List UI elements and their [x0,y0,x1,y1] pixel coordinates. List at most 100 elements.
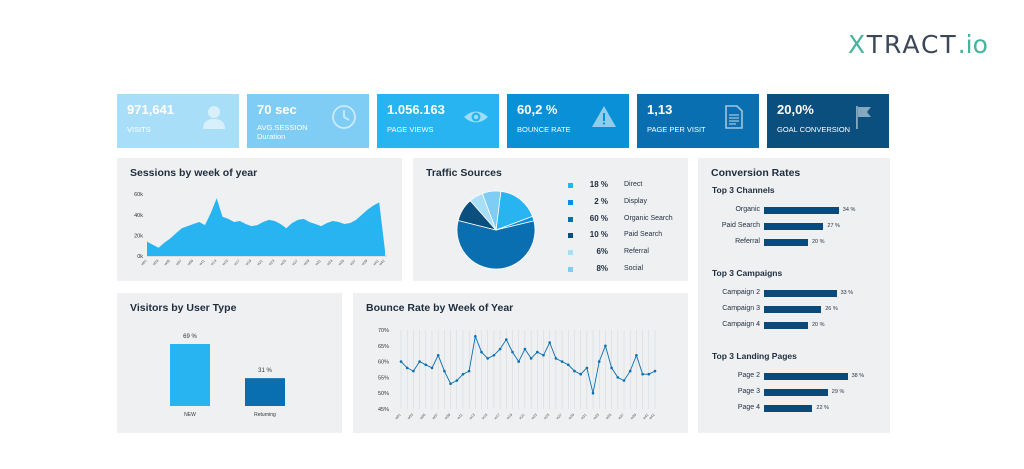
bounce-point [523,347,527,351]
kpi-value: 971,641 [127,102,174,117]
x-tick-label: w25 [543,413,550,420]
x-tick-label: w11 [456,413,463,420]
kpi-card-visits: 971,641 VISITS [117,94,239,148]
y-tick-label: 70% [378,328,389,334]
y-tick-label: 60% [378,360,389,366]
legend-label: Display [624,197,647,205]
legend-percent: 10 % [589,230,608,240]
bounce-point [653,369,657,373]
legend-item: 10 % Paid Search [568,230,708,242]
y-tick-label: 55% [378,375,389,381]
traffic-title: Traffic Sources [426,167,502,179]
bounce-point [567,363,570,367]
conversion-bar-value: 22 % [816,405,829,411]
conversion-bar [764,290,837,297]
bounce-line [400,334,656,394]
kpi-card-goal-conversion: 20,0% GOAL CONVERSION [767,94,889,148]
bounce-point [455,379,459,382]
kpi-value: 60,2 % [517,102,558,117]
bounce-point [418,360,421,363]
conversion-group-title: Top 3 Landing Pages [712,351,797,361]
bounce-point [548,341,551,344]
conversion-row: Page 2 38 % [698,371,888,383]
legend-item: 2 % Display [568,197,708,209]
legend-percent: 60 % [589,213,608,223]
bounce-point [604,344,607,348]
conversion-bar-value: 26 % [825,306,838,312]
visitor-bar-value: 31 % [258,368,272,374]
conversion-bar [764,389,828,396]
kpi-value: 1,13 [647,102,673,117]
conversion-bar-value: 29 % [831,389,845,395]
x-tick-label: w05 [163,259,170,266]
bounce-point [579,372,582,376]
bounce-point [622,379,626,382]
bounce-point [424,363,428,367]
conversion-row: Page 4 22 % [698,403,888,415]
conversion-row-label: Paid Search [721,222,760,229]
y-tick-label: 0k [137,254,143,260]
conversion-bar-value: 20 % [812,322,825,328]
kpi-value: 70 sec [257,102,297,117]
x-tick-label: w19 [506,413,513,420]
sessions-title: Sessions by week of year [130,167,258,179]
conversion-row-label: Referral [735,238,760,245]
x-tick-label: w21 [518,413,525,420]
bounce-point [511,350,514,354]
conversion-row: Paid Search 27 % [698,221,888,233]
user-icon [203,106,225,129]
bounce-panel: Bounce Rate by Week of Year 70% 65% 60% 55%… [353,293,688,433]
legend-swatch [568,199,573,205]
conversion-row: Campaign 3 26 % [698,304,888,316]
kpi-label: AVG.SESSION Duration [257,123,308,141]
visitors-panel: Visitors by User Type 69 % NEW 31 % Returni… [117,293,342,433]
bounce-point [529,357,533,360]
x-tick-label: w42 [648,413,655,420]
conversion-row-label: Page 4 [737,404,760,411]
y-tick-label: 50% [378,391,389,397]
conversion-bar [764,223,824,230]
conversion-bar-value: 34 % [842,207,856,213]
x-tick-label: w31 [314,259,321,266]
conversion-bar [764,207,839,214]
traffic-panel: Traffic Sources 18 % Direct 2 % Display 60 %… [413,158,688,281]
x-tick-label: w15 [221,259,228,266]
kpi-label: BOUNCE RATE [517,125,571,134]
x-tick-label: w37 [349,259,356,266]
conversion-row-label: Page 2 [737,372,760,379]
legend-label: Direct [624,181,643,188]
kpi-card-page-per-visit: 1,13 PAGE PER VISIT [637,94,759,148]
sessions-area [147,198,385,256]
legend-swatch [568,267,573,272]
bounce-point [628,369,632,373]
legend-swatch [568,233,573,239]
legend-percent: 6% [596,247,608,257]
x-tick-label: w05 [419,413,426,420]
x-tick-label: w25 [280,259,287,266]
pie-slice [481,190,502,231]
conversion-bar-value: 27 % [827,223,840,229]
conversion-row: Page 3 29 % [698,387,888,399]
clock-icon [332,105,356,129]
legend-item: 60 % Organic Search [568,214,708,226]
kpi-label: PAGE VIEWS [387,125,434,134]
y-tick-label: 20k [134,233,143,239]
conversion-bar [764,405,813,412]
visitor-bar-value: 69 % [183,334,197,340]
x-tick-label: w13 [469,413,476,420]
bounce-point [505,338,508,341]
bounce-point [616,376,620,379]
bounce-point [405,366,409,370]
bounce-point [399,360,403,363]
bounce-point [635,354,638,357]
bounce-point [597,360,601,363]
x-tick-label: w37 [617,413,624,420]
x-tick-label: w15 [481,413,488,420]
bounce-point [449,382,452,385]
bounce-point [560,360,564,363]
x-tick-label: w03 [152,259,159,266]
conversion-row-label: Campaign 2 [722,289,760,296]
x-tick-label: w41 [642,413,649,420]
legend-item: 8% Social [568,264,708,276]
bounce-chart: 70% 65% 60% 55% 50% 45% w01 w03 w05 w07 w09 w11 w13 w… [378,328,657,420]
